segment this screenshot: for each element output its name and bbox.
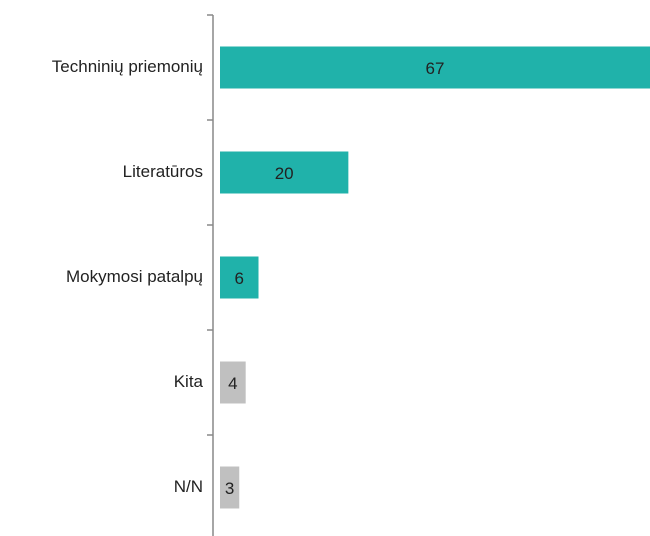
bar bbox=[220, 361, 246, 404]
value-label: 4 bbox=[228, 374, 237, 393]
value-label: 20 bbox=[275, 164, 294, 183]
category-label: Kita bbox=[174, 372, 204, 391]
category-label: Techninių priemonių bbox=[52, 57, 203, 76]
value-label: 3 bbox=[225, 479, 234, 498]
bar bbox=[220, 46, 650, 89]
category-label: Mokymosi patalpų bbox=[66, 267, 203, 286]
bar bbox=[220, 151, 349, 194]
bar bbox=[220, 466, 240, 509]
value-label: 6 bbox=[235, 269, 244, 288]
bar bbox=[220, 256, 259, 299]
category-label: Literatūros bbox=[123, 162, 203, 181]
category-label: N/N bbox=[174, 477, 203, 496]
value-label: 67 bbox=[426, 59, 445, 78]
